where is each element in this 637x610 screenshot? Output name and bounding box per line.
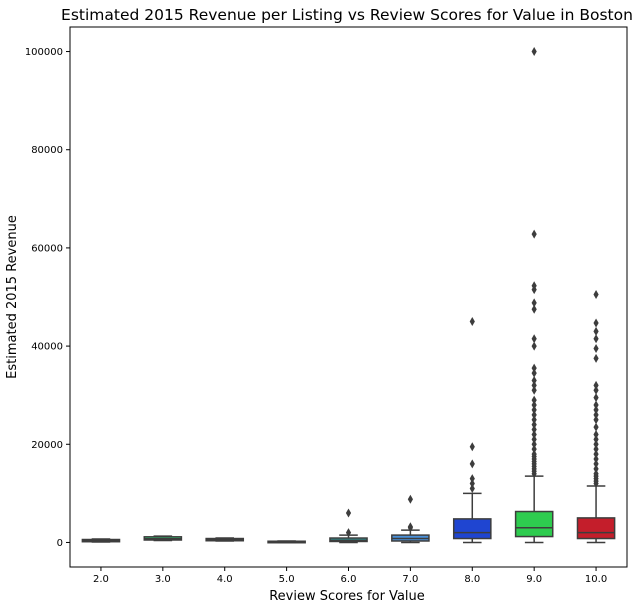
y-axis-label: Estimated 2015 Revenue xyxy=(5,215,20,379)
outlier-point xyxy=(593,415,599,425)
x-tick-label: 7.0 xyxy=(402,574,418,585)
outlier-point xyxy=(469,442,475,452)
outlier-point xyxy=(531,400,537,410)
outlier-point xyxy=(593,318,599,328)
outlier-point xyxy=(593,449,599,459)
outlier-point xyxy=(531,425,537,435)
outlier-point xyxy=(345,528,352,538)
outlier-point xyxy=(531,363,537,373)
y-tick-label: 0 xyxy=(57,538,63,549)
outlier-point xyxy=(531,429,537,439)
outlier-point xyxy=(469,459,475,469)
outlier-point xyxy=(531,395,537,405)
outlier-point xyxy=(593,439,599,449)
outlier-point xyxy=(345,508,352,518)
outlier-point xyxy=(593,459,599,469)
outlier-point xyxy=(593,344,599,354)
outlier-point xyxy=(531,434,537,444)
y-tick-label: 40000 xyxy=(31,342,63,353)
outlier-point xyxy=(593,393,599,403)
outlier-point xyxy=(469,474,475,484)
y-tick-label: 20000 xyxy=(31,440,63,451)
outlier-point xyxy=(531,368,537,378)
outlier-point xyxy=(407,522,413,532)
outlier-point xyxy=(531,420,537,430)
x-tick-label: 9.0 xyxy=(526,574,542,585)
box xyxy=(514,510,554,538)
outlier-point xyxy=(531,298,537,308)
plot-frame xyxy=(69,26,628,568)
x-tick-label: 8.0 xyxy=(464,574,480,585)
outlier-point xyxy=(593,410,599,420)
outlier-point xyxy=(593,422,599,432)
x-tick-label: 4.0 xyxy=(217,574,233,585)
outlier-point xyxy=(593,334,599,344)
x-axis-label: Review Scores for Value xyxy=(269,589,425,604)
outlier-point xyxy=(531,385,537,395)
box xyxy=(576,517,616,540)
outlier-point xyxy=(531,229,537,239)
x-tick-label: 6.0 xyxy=(341,574,357,585)
box xyxy=(452,518,492,540)
outlier-point xyxy=(469,479,475,489)
x-tick-label: 10.0 xyxy=(585,574,607,585)
outlier-point xyxy=(593,353,599,363)
outlier-point xyxy=(593,454,599,464)
outlier-point xyxy=(469,483,475,493)
outlier-point xyxy=(593,464,599,474)
outlier-point xyxy=(593,434,599,444)
y-tick-label: 100000 xyxy=(25,47,63,58)
outlier-point xyxy=(531,444,537,454)
outlier-point xyxy=(531,380,537,390)
outlier-point xyxy=(531,415,537,425)
outlier-point xyxy=(531,334,537,344)
outlier-point xyxy=(593,385,599,395)
plot-area: 0 20000 40000 60000 80000 100000 2.0 3.0 4.0 5.0 6… xyxy=(25,26,628,585)
outlier-point xyxy=(593,429,599,439)
outlier-point xyxy=(531,449,537,459)
outlier-point xyxy=(593,400,599,410)
outlier-point xyxy=(531,410,537,420)
outlier-point xyxy=(469,317,475,327)
y-tick-label: 60000 xyxy=(31,243,63,254)
y-tick-label: 80000 xyxy=(31,145,63,156)
outlier-point xyxy=(531,405,537,415)
outlier-point xyxy=(593,380,599,390)
outlier-point xyxy=(531,304,537,314)
outlier-point xyxy=(593,444,599,454)
outlier-point xyxy=(531,341,537,351)
outlier-point xyxy=(531,439,537,449)
x-tick-label: 5.0 xyxy=(279,574,295,585)
outlier-point xyxy=(593,405,599,415)
outlier-point xyxy=(593,326,599,336)
outlier-point xyxy=(593,290,599,300)
outlier-point xyxy=(531,47,537,57)
x-tick-label: 2.0 xyxy=(93,574,109,585)
chart-title: Estimated 2015 Revenue per Listing vs Re… xyxy=(61,6,633,24)
outlier-point xyxy=(407,494,413,504)
x-tick-label: 3.0 xyxy=(155,574,171,585)
outlier-point xyxy=(531,375,537,385)
outlier-point xyxy=(531,281,537,291)
outlier-point xyxy=(593,469,599,479)
